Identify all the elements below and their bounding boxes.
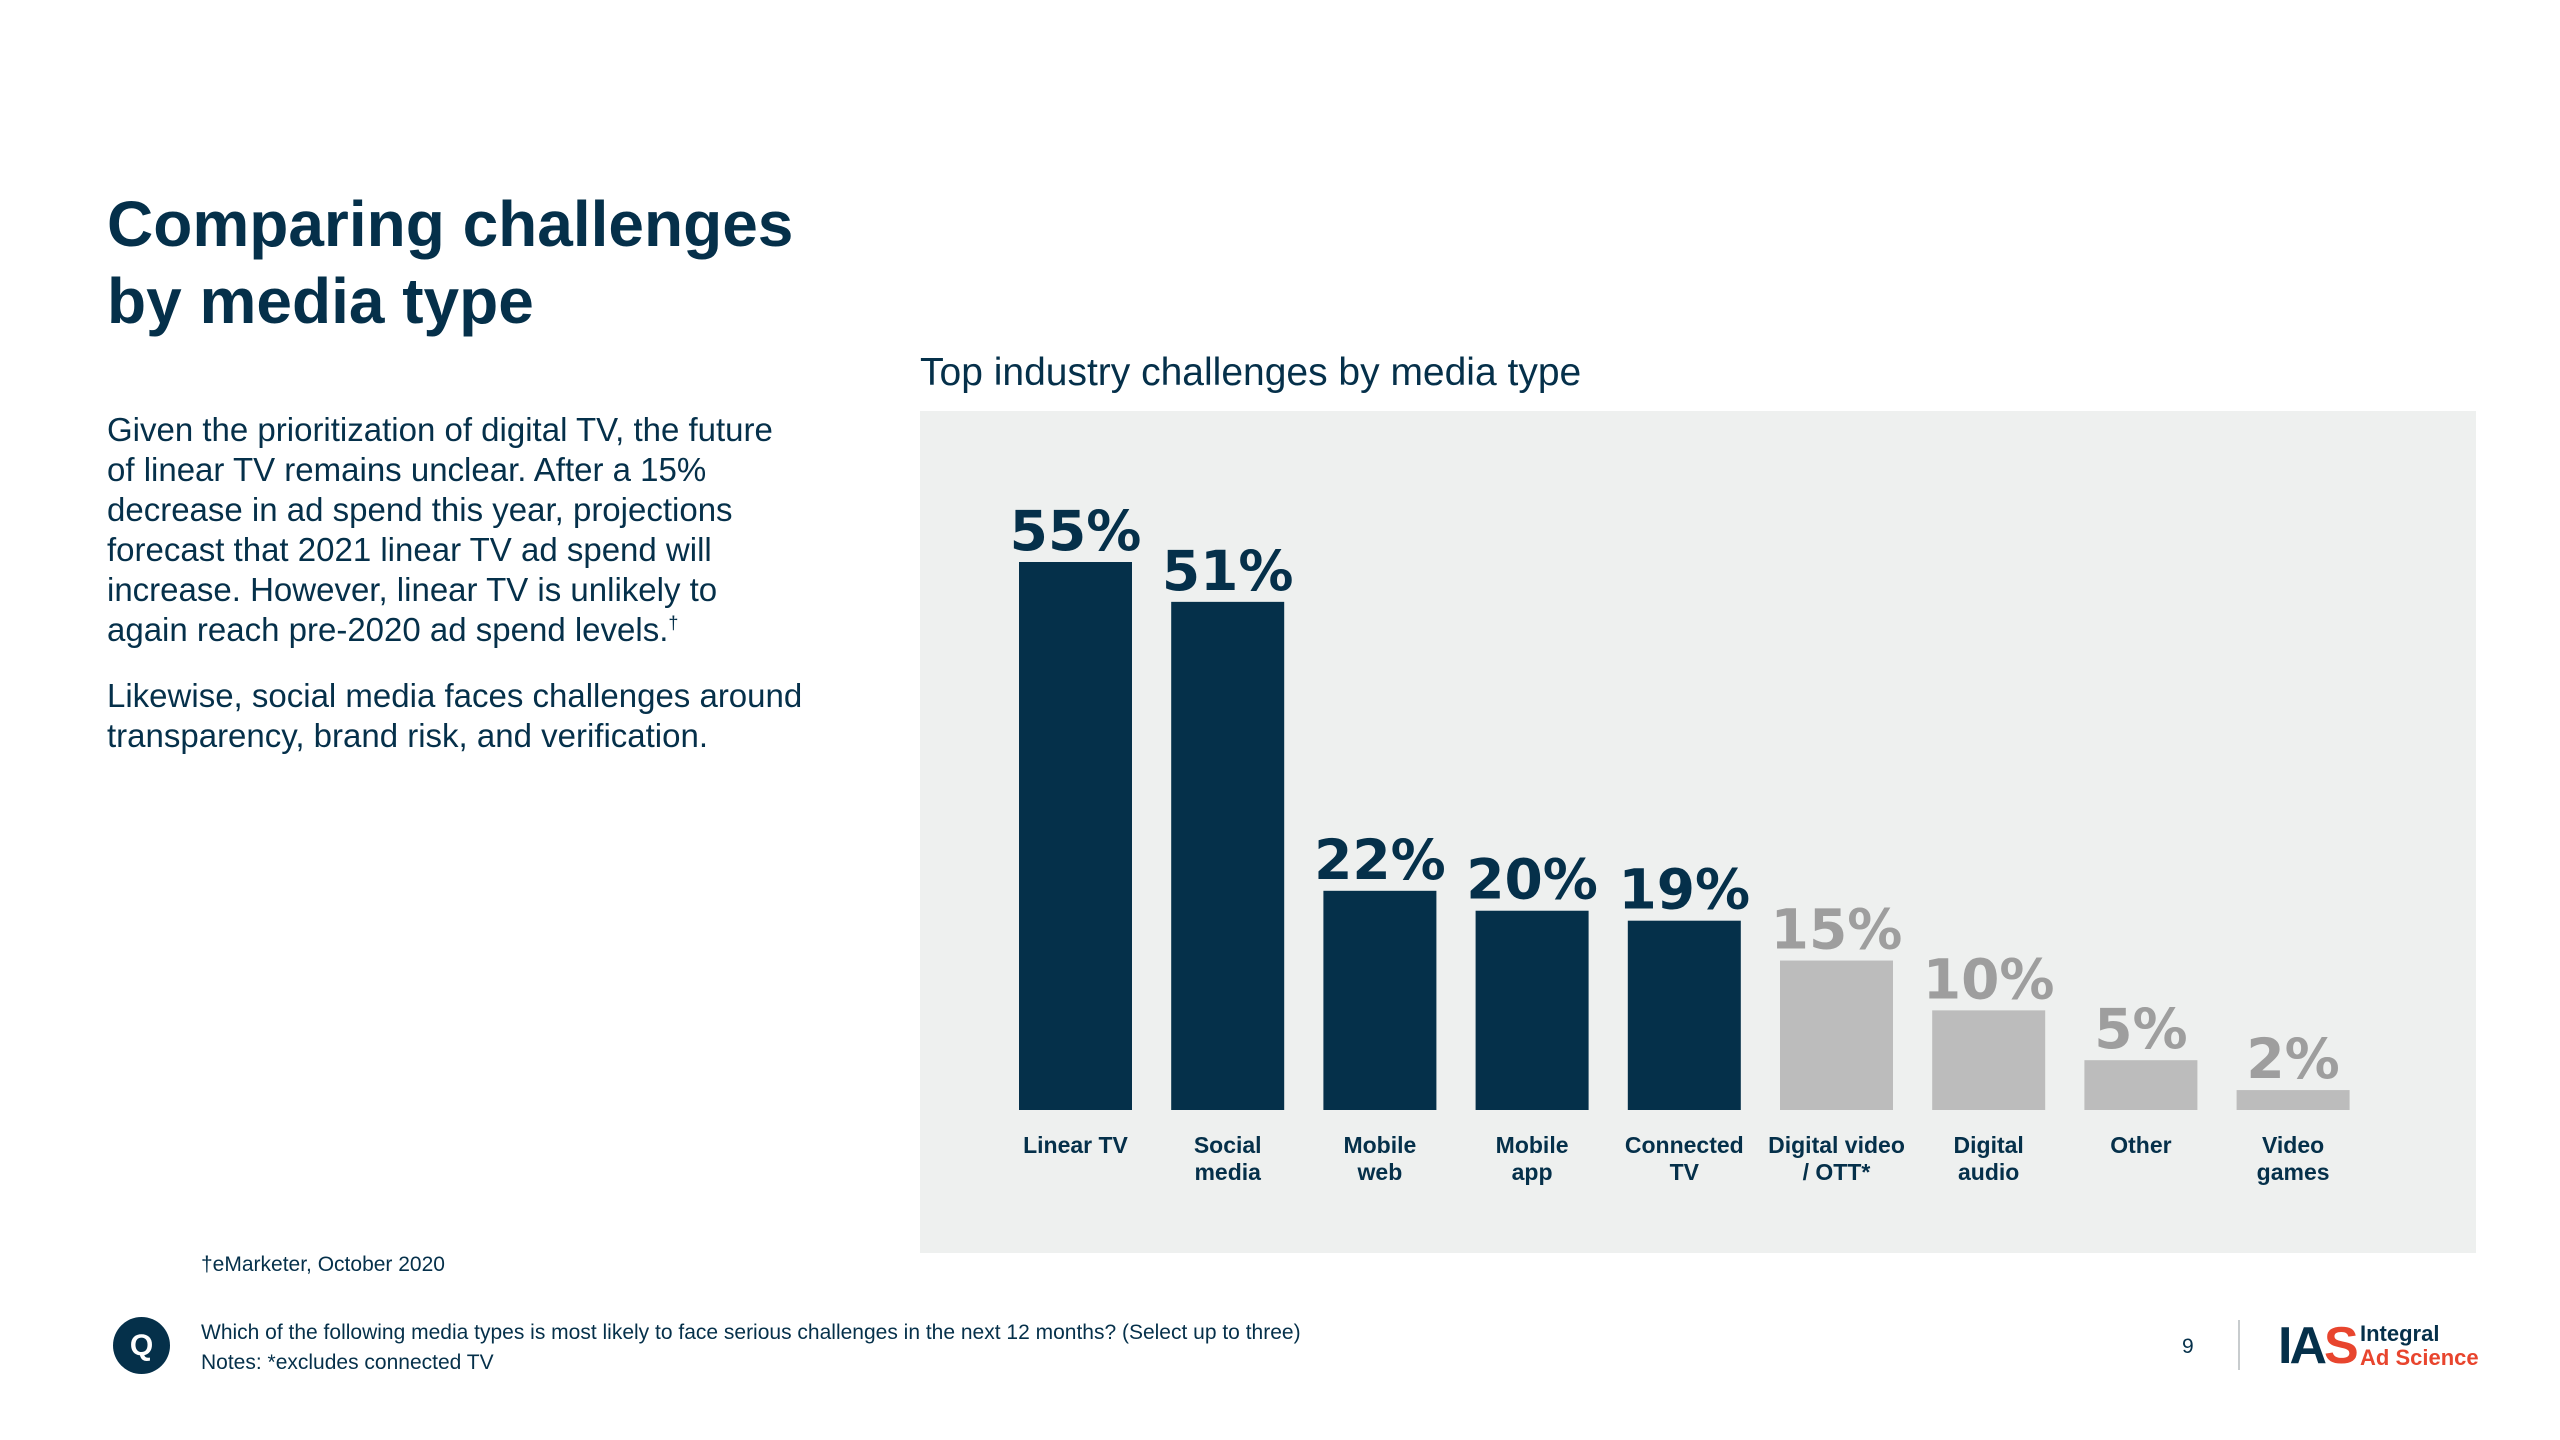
body-text: Given the prioritization of digital TV, … (107, 410, 807, 782)
bar-3 (1475, 910, 1589, 1110)
category-label-4-0: Connected (1625, 1132, 1744, 1158)
source-note: †eMarketer, October 2020 (201, 1253, 445, 1276)
title-line-1: Comparing challenges (107, 188, 794, 260)
logo-word-ad-science: Ad Science (2360, 1345, 2479, 1370)
category-label-1-0: Social (1194, 1132, 1262, 1158)
category-label-6-0: Digital (1954, 1132, 2024, 1158)
bar-chart: 55%Linear TV51%Socialmedia22%Mobileweb20… (1010, 499, 2350, 1185)
bar-value-label-5: 15% (1771, 898, 1903, 962)
question-text: Which of the following media types is mo… (201, 1321, 1301, 1344)
logo-mark: IAS (2278, 1317, 2359, 1375)
category-label-4-1: TV (1670, 1159, 1700, 1185)
bar-6 (1932, 1010, 2046, 1110)
category-label-3-0: Mobile (1496, 1132, 1569, 1158)
logo-word-integral: Integral (2360, 1321, 2440, 1346)
bar-7 (2084, 1060, 2198, 1110)
logo-mark-ia: IA (2278, 1317, 2327, 1375)
category-label-7-0: Other (2110, 1132, 2171, 1158)
paragraph-1-text: Given the prioritization of digital TV, … (107, 411, 773, 648)
bar-value-label-2: 22% (1314, 828, 1446, 892)
page-title: Comparing challenges by media type (107, 186, 867, 340)
notes-text: Notes: *excludes connected TV (201, 1351, 494, 1374)
chart-panel: 55% Linear TV 51% Social media 22% Mobile web 20… (920, 411, 2476, 1253)
category-label-2-1: web (1357, 1159, 1403, 1185)
category-label-3-1: app (1512, 1159, 1553, 1185)
question-badge: Q (113, 1317, 170, 1374)
question-block: Which of the following media types is mo… (201, 1318, 1301, 1378)
category-label-1-1: media (1194, 1159, 1261, 1185)
category-label-5-1: / OTT* (1803, 1159, 1871, 1185)
category-label-2-0: Mobile (1343, 1132, 1416, 1158)
bar-1 (1171, 601, 1285, 1110)
bar-value-label-0: 55% (1010, 499, 1142, 563)
bar-0 (1019, 562, 1132, 1110)
bar-value-label-3: 20% (1466, 848, 1598, 912)
paragraph-2: Likewise, social media faces challenges … (107, 677, 803, 754)
footer-divider (2238, 1320, 2240, 1370)
bar-value-label-1: 51% (1162, 539, 1294, 603)
category-label-6-1: audio (1958, 1159, 2019, 1185)
ias-logo: IAS Integral Ad Science (2278, 1317, 2479, 1375)
category-label-5-0: Digital video (1768, 1132, 1905, 1158)
page-number: 9 (2182, 1335, 2194, 1358)
bar-value-label-7: 5% (2094, 997, 2187, 1061)
paragraph-1: Given the prioritization of digital TV, … (107, 410, 807, 650)
bar-value-label-4: 19% (1618, 858, 1750, 922)
category-label-8-1: games (2257, 1159, 2330, 1185)
chart-title: Top industry challenges by media type (920, 351, 1582, 394)
bar-5 (1780, 960, 1893, 1110)
logo-mark-s: S (2324, 1317, 2359, 1375)
bar-value-label-6: 10% (1923, 947, 2055, 1011)
bar-4 (1627, 920, 1741, 1110)
category-label-8-0: Video (2262, 1132, 2324, 1158)
bar-value-label-8: 2% (2246, 1027, 2339, 1091)
bar-2 (1323, 890, 1437, 1110)
dagger-mark: † (668, 613, 679, 633)
bar-8 (2236, 1090, 2350, 1110)
category-label-0-0: Linear TV (1023, 1132, 1128, 1158)
title-line-2: by media type (107, 265, 534, 337)
